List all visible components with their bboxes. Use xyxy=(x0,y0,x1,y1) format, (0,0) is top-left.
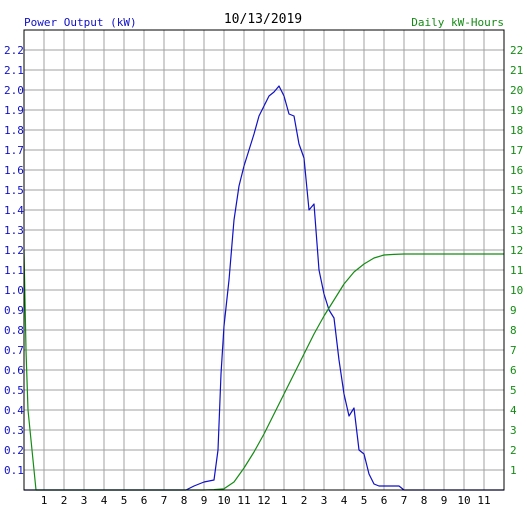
right-tick-label: 10 xyxy=(510,284,523,297)
right-tick-label: 18 xyxy=(510,124,523,137)
right-tick-label: 8 xyxy=(510,324,517,337)
right-tick-label: 3 xyxy=(510,424,517,437)
x-tick-label: 8 xyxy=(421,494,428,507)
left-tick-label: 0.6 xyxy=(4,364,24,377)
left-tick-label: 2.0 xyxy=(4,84,24,97)
plot-frame xyxy=(23,29,505,491)
left-tick-label: 0.8 xyxy=(4,324,24,337)
left-tick-label: 1.4 xyxy=(4,204,24,217)
right-tick-label: 13 xyxy=(510,224,523,237)
x-tick-labels: 1 2 3 4 5 6 7 8 9 10 11 12 1 2 3 4 5 6 7 8 9 10 11 xyxy=(41,494,491,507)
x-tick-label: 8 xyxy=(181,494,188,507)
right-tick-label: 16 xyxy=(510,164,523,177)
x-tick-label: 11 xyxy=(237,494,250,507)
right-tick-label: 12 xyxy=(510,244,523,257)
left-tick-label: 0.4 xyxy=(4,404,24,417)
x-tick-label: 6 xyxy=(141,494,148,507)
x-tick-label: 5 xyxy=(121,494,128,507)
left-tick-label: 1.6 xyxy=(4,164,24,177)
left-tick-label: 1.3 xyxy=(4,224,24,237)
x-tick-label: 1 xyxy=(41,494,48,507)
right-tick-label: 5 xyxy=(510,384,517,397)
x-tick-label: 7 xyxy=(401,494,408,507)
left-axis-label: Power Output (kW) xyxy=(24,16,137,29)
x-tick-label: 4 xyxy=(101,494,108,507)
right-tick-label: 21 xyxy=(510,64,523,77)
left-tick-label: 0.7 xyxy=(4,344,24,357)
right-tick-label: 9 xyxy=(510,304,517,317)
x-tick-label: 4 xyxy=(341,494,348,507)
x-tick-label: 9 xyxy=(441,494,448,507)
x-tick-label: 11 xyxy=(477,494,490,507)
left-tick-label: 1.8 xyxy=(4,124,24,137)
right-tick-label: 15 xyxy=(510,184,523,197)
x-tick-label: 6 xyxy=(381,494,388,507)
series-lines xyxy=(23,85,504,491)
x-tick-label: 3 xyxy=(81,494,88,507)
left-tick-label: 1.1 xyxy=(4,264,24,277)
x-tick-label: 10 xyxy=(457,494,470,507)
right-tick-label: 7 xyxy=(510,344,517,357)
x-tick-label: 12 xyxy=(257,494,270,507)
chart-title: 10/13/2019 xyxy=(224,12,302,27)
left-tick-labels: 0.1 0.2 0.3 0.4 0.5 0.6 0.7 0.8 0.9 1.0 1.1 1.2 1.3 1… xyxy=(4,44,24,477)
right-tick-label: 1 xyxy=(510,464,517,477)
left-tick-label: 0.9 xyxy=(4,304,24,317)
grid xyxy=(24,30,504,490)
left-tick-label: 1.7 xyxy=(4,144,24,157)
left-tick-label: 2.1 xyxy=(4,64,24,77)
left-tick-label: 1.5 xyxy=(4,184,24,197)
right-axis-label: Daily kW-Hours xyxy=(411,16,504,29)
right-tick-label: 20 xyxy=(510,84,523,97)
right-tick-label: 14 xyxy=(510,204,524,217)
x-tick-label: 1 xyxy=(281,494,288,507)
left-tick-label: 0.5 xyxy=(4,384,24,397)
left-tick-label: 2.2 xyxy=(4,44,24,57)
right-tick-label: 2 xyxy=(510,444,517,457)
left-tick-label: 1.0 xyxy=(4,284,24,297)
x-tick-label: 2 xyxy=(61,494,68,507)
x-tick-label: 7 xyxy=(161,494,168,507)
right-tick-label: 6 xyxy=(510,364,517,377)
power-series-line xyxy=(24,85,504,491)
left-tick-label: 0.3 xyxy=(4,424,24,437)
left-tick-label: 0.2 xyxy=(4,444,24,457)
x-tick-label: 5 xyxy=(361,494,368,507)
right-tick-label: 11 xyxy=(510,264,523,277)
x-tick-label: 9 xyxy=(201,494,208,507)
x-tick-label: 2 xyxy=(301,494,308,507)
left-tick-label: 1.9 xyxy=(4,104,24,117)
x-tick-label: 3 xyxy=(321,494,328,507)
left-tick-label: 1.2 xyxy=(4,244,24,257)
right-tick-label: 22 xyxy=(510,44,523,57)
left-tick-label: 0.1 xyxy=(4,464,24,477)
x-tick-label: 10 xyxy=(217,494,230,507)
right-tick-label: 19 xyxy=(510,104,523,117)
right-tick-label: 17 xyxy=(510,144,523,157)
energy-series-line xyxy=(23,249,504,491)
right-tick-label: 4 xyxy=(510,404,517,417)
